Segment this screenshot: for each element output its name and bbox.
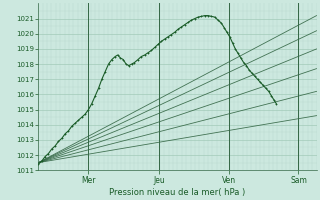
X-axis label: Pression niveau de la mer( hPa ): Pression niveau de la mer( hPa )	[109, 188, 246, 197]
